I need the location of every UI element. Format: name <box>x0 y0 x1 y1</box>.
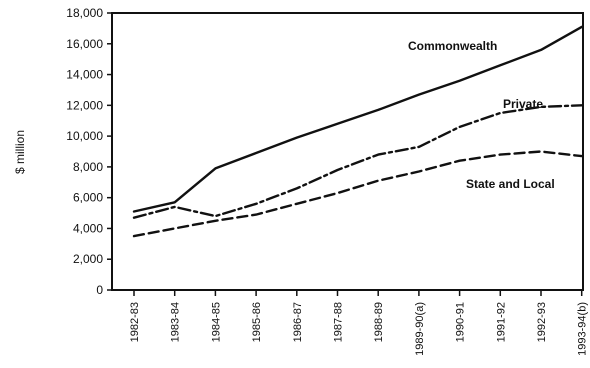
x-tick-label: 1988-89 <box>373 302 385 342</box>
y-tick-label: 18,000 <box>66 6 103 20</box>
y-axis-ticks: 0 2,000 4,000 6,000 8,000 10,000 12,000 14,000 1… <box>66 6 112 297</box>
plot-area-frame <box>111 12 584 291</box>
series-line-private <box>132 104 583 219</box>
series-line-commonwealth <box>132 25 583 213</box>
y-tick-label: 4,000 <box>73 221 103 235</box>
y-tick-label: 0 <box>96 283 103 297</box>
x-tick-label: 1992-93 <box>536 302 548 342</box>
y-axis-label-group: $ million <box>13 130 27 174</box>
y-tick-label: 12,000 <box>66 98 103 112</box>
y-axis-label: $ million <box>13 130 27 174</box>
x-tick-label: 1990-91 <box>455 302 467 342</box>
x-tick-label: 1993-94(b) <box>577 302 589 356</box>
x-tick-label: 1982-83 <box>129 302 141 342</box>
series-labels: Commonwealth Private State and Local <box>408 39 555 191</box>
x-tick-label: 1985-86 <box>251 302 263 342</box>
y-tick-label: 16,000 <box>66 37 103 51</box>
y-tick-label: 10,000 <box>66 129 103 143</box>
x-tick-label: 1986-87 <box>292 302 304 342</box>
series-label-commonwealth: Commonwealth <box>408 39 497 53</box>
series-label-private: Private <box>503 97 543 111</box>
x-tick-label: 1991-92 <box>495 302 507 342</box>
series-label-state-and-local: State and Local <box>466 177 555 191</box>
x-axis-ticks: 1982-83 1983-84 1984-85 1985-86 1986-87 1987-… <box>129 290 589 356</box>
y-tick-label: 6,000 <box>73 191 103 205</box>
x-tick-label: 1984-85 <box>210 302 222 342</box>
series-lines <box>132 25 583 238</box>
series-line-state-and-local <box>132 150 583 238</box>
y-tick-label: 2,000 <box>73 252 103 266</box>
y-tick-label: 14,000 <box>66 68 103 82</box>
x-tick-label: 1983-84 <box>170 302 182 342</box>
x-tick-label: 1987-88 <box>333 302 345 342</box>
y-tick-label: 8,000 <box>73 160 103 174</box>
x-tick-label: 1989-90(a) <box>414 302 426 356</box>
